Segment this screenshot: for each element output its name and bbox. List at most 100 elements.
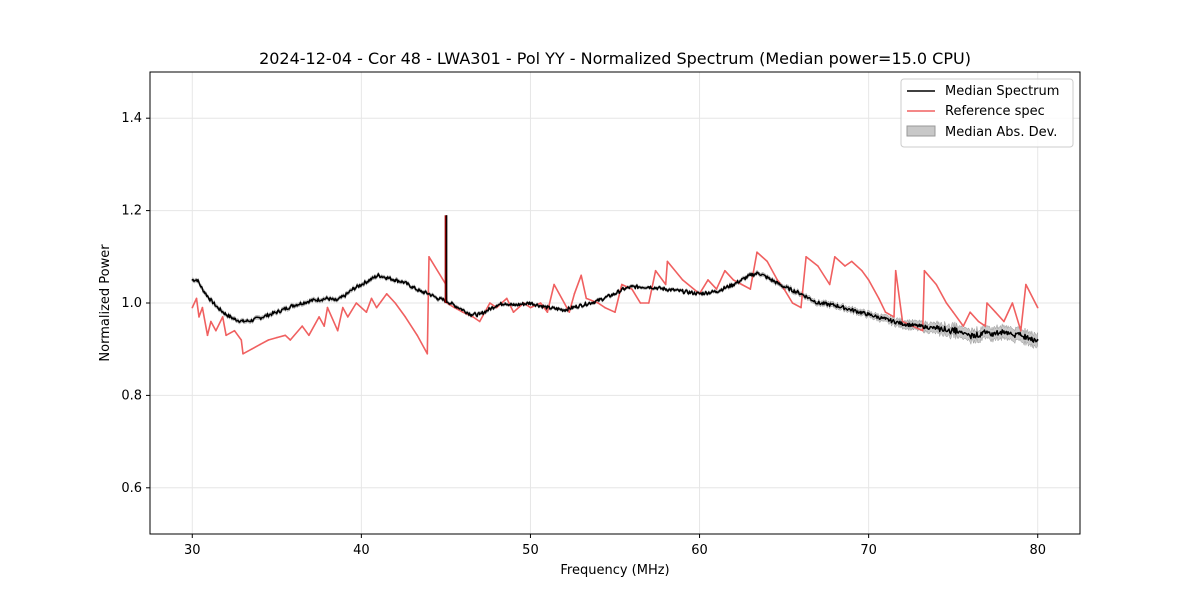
median-spectrum-point [360,283,363,286]
median-spectrum-point [757,272,760,274]
reference-spec-point [489,302,491,304]
reference-spec-point [385,293,388,295]
median-spectrum-point [1036,339,1039,341]
median-spectrum-point [428,293,430,295]
reference-spec-point [756,251,758,253]
median-spectrum-point [1020,334,1022,337]
reference-spec-point [962,325,965,327]
reference-spec-point [568,311,571,314]
reference-spec-point [347,316,349,318]
reference-spec-point [201,306,204,309]
median-spectrum-point [867,313,870,316]
reference-spec-point [308,334,310,337]
reference-spec-point [921,329,924,332]
chart-title: 2024-12-04 - Cor 48 - LWA301 - Pol YY - … [259,49,971,68]
median-spectrum-point [834,304,836,307]
y-tick-label: 1.2 [121,204,142,219]
reference-spec-point [195,297,198,300]
reference-spec-point [323,325,326,327]
axis-ticks: 30 40 50 60 70 80 0.6 0.8 1.0 1.2 1.4 [121,111,1046,558]
reference-spec-point [732,279,735,281]
reference-spec-point [828,283,831,286]
median-spectrum-point [918,325,921,327]
reference-spec-point [563,302,566,304]
median-spectrum-point [495,304,498,307]
x-tick-label: 70 [860,543,877,558]
reference-spec-point [749,288,752,290]
median-spectrum-point [800,293,802,295]
reference-spec-point [766,260,768,263]
reference-spec-point [604,306,606,309]
reference-spec-point [878,297,880,300]
reference-spec-point [861,269,863,272]
median-spectrum-point [715,290,718,293]
reference-spec-point [404,316,407,318]
median-spectrum-point [952,329,954,332]
reference-spec-point [776,279,779,281]
reference-spec-point [850,260,853,263]
reference-spec-point [800,306,802,309]
reference-spec-point [631,288,633,290]
median-spectrum-point [529,302,532,304]
reference-spec-point [416,334,419,337]
reference-spec-point [191,306,194,309]
median-spectrum-point [377,274,380,277]
legend-mad-label: Median Abs. Dev. [945,125,1057,140]
median-spectrum-point [250,319,253,322]
median-spectrum-point [817,302,819,304]
reference-spec-point [259,343,261,346]
reference-spec-point [276,336,278,339]
reference-spec-point [546,311,549,314]
reference-spec-point [1011,302,1014,304]
reference-spec-point [462,311,464,314]
median-spectrum-point [419,290,422,293]
reference-spec-point [250,348,253,351]
median-spectrum-point [622,288,625,290]
y-tick-label: 0.8 [121,388,142,403]
median-spectrum-point [969,334,971,337]
reference-spec-point [573,293,576,295]
median-spectrum-point [436,297,439,300]
reference-spec-point [1036,306,1039,309]
median-spectrum-point [233,318,236,321]
median-spectrum-point [343,295,346,297]
reference-spec-point [394,302,397,304]
reference-spec-point [365,311,368,314]
reference-spec-point [1003,320,1005,323]
reference-spec-point [370,297,373,300]
reference-spec-point [426,353,429,355]
median-spectrum-point [478,313,481,316]
reference-spec-point [666,260,669,263]
median-spectrum-point [698,293,701,295]
median-spectrum-point [259,317,261,319]
reference-spec-point [512,311,515,314]
reference-spec-point [986,302,988,304]
median-spectrum-point [935,327,938,330]
reference-spec-point [233,329,236,332]
reference-spec-point [585,297,588,300]
median-spectrum-point [309,299,312,302]
reference-spec-point [791,302,794,304]
median-spectrum-point [242,320,244,323]
reference-spec-point [428,255,430,258]
reference-spec-point [894,269,897,272]
median-spectrum-point [631,286,633,288]
reference-spec-point [867,279,870,281]
median-spectrum-point [681,290,684,293]
reference-spec-point [336,329,339,332]
y-axis-label: Normalized Power [98,244,113,362]
median-spectrum-point [402,281,405,284]
legend-box [900,78,1074,148]
reference-spec-point [681,279,684,281]
reference-spec-point [834,255,836,258]
reference-spec-point [221,316,224,318]
reference-spec-point [553,283,555,286]
median-spectrum-point [276,311,278,314]
median-spectrum-point [326,297,329,300]
median-spectrum-point [201,288,204,290]
median-spectrum-point [208,297,210,300]
y-tick-label: 1.0 [121,296,142,311]
reference-spec-point [506,297,508,300]
reference-spec-line [191,251,1039,355]
